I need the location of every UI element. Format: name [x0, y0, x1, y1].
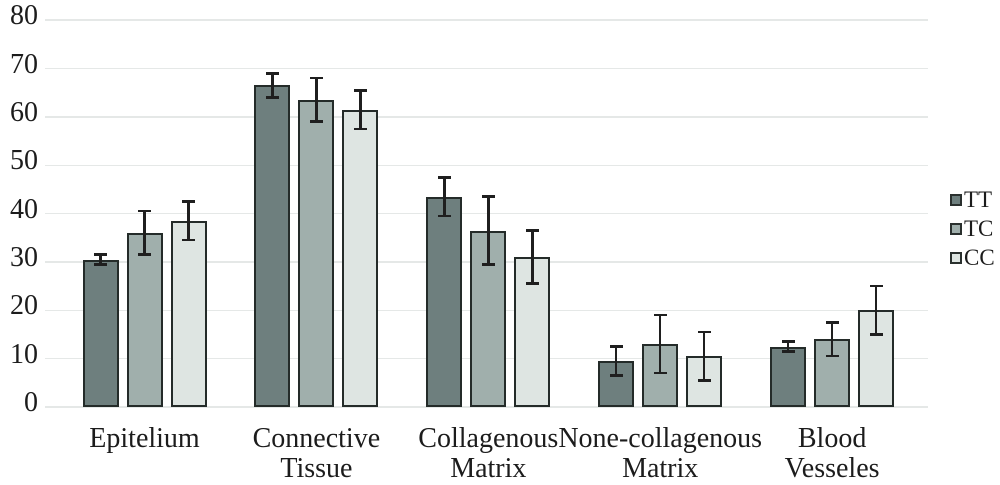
- legend-label: TC: [964, 216, 994, 241]
- error-bar-cap: [353, 89, 367, 92]
- y-axis-tick-label: 50: [10, 145, 38, 177]
- y-axis-tick-label: 80: [10, 0, 38, 32]
- error-bar-cap: [481, 195, 495, 198]
- error-bar: [786, 341, 790, 352]
- error-bar-cap: [353, 127, 367, 131]
- legend-item-tt: TT: [950, 185, 995, 214]
- bar-tt-group-0: [82, 259, 119, 407]
- error-bar-cap: [869, 333, 883, 336]
- error-bar: [614, 346, 618, 376]
- legend-label: TT: [964, 187, 993, 212]
- error-bar-cap: [437, 214, 451, 218]
- error-bar-cap: [869, 284, 883, 288]
- error-bar-cap: [609, 374, 623, 377]
- error-bar-cap: [309, 120, 323, 123]
- x-axis-category-label: Blood Vesseles: [784, 423, 880, 484]
- y-axis-tick-label: 10: [10, 338, 38, 370]
- error-bar-cap: [437, 176, 451, 179]
- y-axis-tick-label: 0: [24, 387, 38, 418]
- legend-swatch-tc-icon: [950, 222, 962, 235]
- legend-item-cc: CC: [950, 243, 995, 272]
- error-bar-cap: [182, 238, 195, 242]
- bar-cc-group-1: [342, 109, 379, 407]
- error-bar-cap: [138, 209, 151, 213]
- error-bar-cap: [94, 253, 107, 256]
- gridline-y-70: [45, 67, 928, 70]
- legend-swatch-tt-icon: [950, 193, 962, 206]
- error-bar-cap: [265, 96, 279, 99]
- error-bar-cap: [825, 321, 839, 324]
- error-bar: [531, 230, 534, 284]
- x-axis-category-label: Connective Tissue: [252, 423, 381, 484]
- error-bar: [143, 211, 146, 255]
- error-bar: [315, 78, 318, 122]
- gridline-y-60: [45, 116, 928, 118]
- y-axis-tick-label: 20: [10, 290, 38, 322]
- error-bar: [830, 322, 834, 357]
- legend-label: CC: [964, 245, 995, 270]
- error-bar: [702, 332, 706, 381]
- gridline-y-80: [45, 19, 928, 21]
- bar-tc-group-0: [126, 232, 163, 407]
- error-bar-cap: [309, 76, 323, 80]
- x-axis-category-label: Collagenous Matrix: [418, 423, 559, 484]
- error-bar-cap: [781, 340, 795, 343]
- gridline-y-0: [45, 406, 928, 408]
- y-axis-tick-label: 30: [10, 241, 38, 273]
- error-bar-cap: [697, 330, 711, 334]
- error-bar-cap: [825, 354, 839, 358]
- x-axis-category-label: None-collagenous Matrix: [558, 423, 763, 484]
- error-bar-cap: [138, 253, 151, 256]
- error-bar: [874, 286, 878, 335]
- error-bar-cap: [653, 371, 667, 375]
- error-bar-cap: [94, 263, 107, 266]
- error-bar-cap: [697, 379, 711, 382]
- error-bar: [99, 254, 102, 265]
- error-bar-cap: [265, 72, 279, 75]
- bar-tt-group-4: [770, 346, 807, 407]
- error-bar: [443, 177, 446, 216]
- gridline-y-50: [45, 164, 928, 166]
- error-bar-cap: [481, 263, 495, 266]
- error-bar: [487, 196, 490, 265]
- error-bar: [187, 201, 190, 241]
- error-bar-cap: [653, 313, 667, 317]
- bar-tt-group-1: [254, 85, 291, 407]
- error-bar: [359, 90, 362, 129]
- y-axis-tick-label: 60: [10, 96, 38, 128]
- bar-cc-group-0: [170, 220, 207, 407]
- legend-item-tc: TC: [950, 214, 995, 243]
- error-bar-cap: [525, 229, 539, 232]
- error-bar-cap: [781, 350, 795, 353]
- gridline-y-40: [45, 212, 928, 215]
- legend: TT TC CC: [950, 185, 995, 272]
- legend-swatch-cc-icon: [950, 251, 962, 264]
- error-bar-cap: [525, 282, 539, 285]
- error-bar: [271, 73, 274, 98]
- error-bar-cap: [609, 345, 623, 348]
- y-axis-tick-label: 70: [10, 48, 38, 80]
- bar-tc-group-1: [298, 99, 335, 407]
- error-bar: [658, 315, 662, 374]
- error-bar-cap: [182, 200, 195, 203]
- x-axis-category-label: Epitelium: [89, 423, 200, 454]
- y-axis-tick-label: 40: [10, 193, 38, 225]
- bar-tt-group-2: [426, 196, 463, 407]
